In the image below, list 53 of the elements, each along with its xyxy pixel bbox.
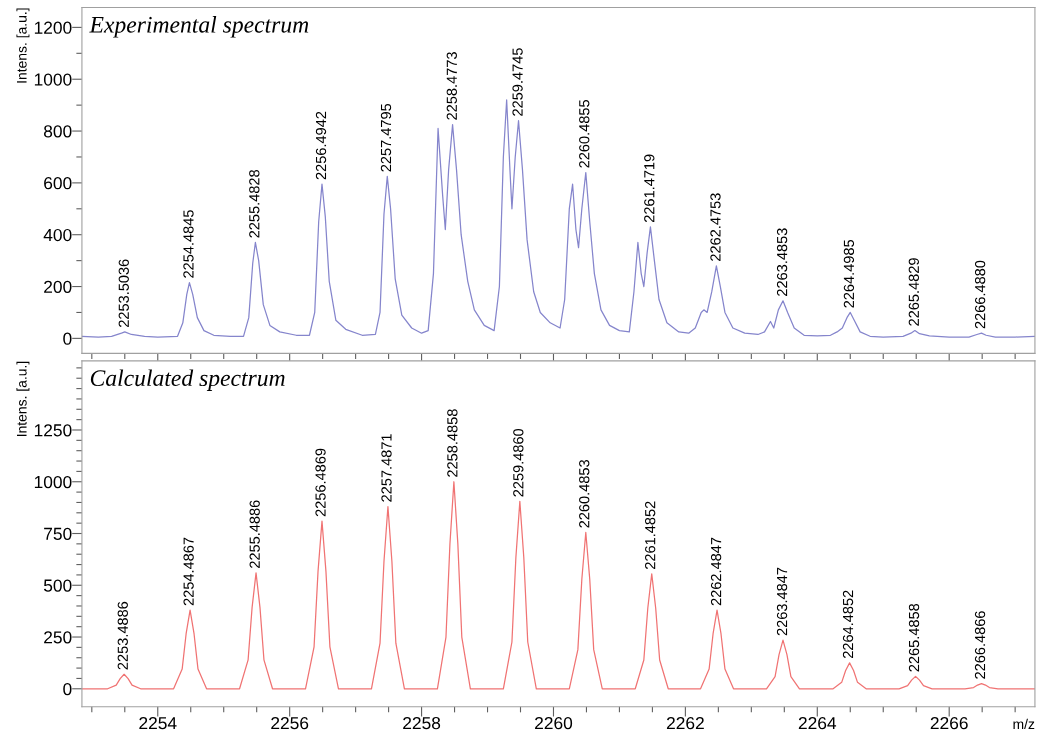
annotation: 2266.4866	[974, 611, 986, 679]
annotation: 2263.4853	[776, 228, 788, 296]
y-tick-label: 750	[44, 527, 72, 540]
chart-title: Calculated spectrum	[90, 369, 285, 391]
x-tick-label: 2264	[798, 716, 837, 730]
x-tick-label: 2266	[930, 716, 968, 730]
y-tick-label: 250	[44, 631, 72, 644]
annotation: 2259.4745	[512, 48, 523, 116]
x-tick-label: 2256	[271, 716, 309, 730]
annotation: 2264.4985	[843, 239, 855, 308]
y-tick-label: 800	[43, 125, 72, 138]
annotation: 2258.4858	[447, 409, 458, 477]
annotation: 2254.4867	[183, 537, 194, 606]
annotation: 2265.4858	[908, 603, 920, 672]
y-tick-label: 1200	[34, 21, 72, 34]
annotation: 2263.4847	[776, 567, 788, 636]
annotation: 2256.4942	[315, 111, 327, 180]
annotation: 2262.4753	[710, 193, 721, 261]
annotation: 2264.4852	[842, 590, 854, 659]
y-tick-label: 400	[43, 228, 72, 242]
y-axis-title: Intens. [a.u.]	[16, 8, 30, 83]
annotation: 2260.4855	[579, 100, 590, 168]
annotation: 2257.4795	[380, 103, 392, 172]
annotation: 2259.4860	[513, 428, 524, 497]
annotation: 2255.4886	[249, 500, 260, 568]
annotation: 2266.4880	[974, 260, 986, 329]
chart-title: Experimental spectrum	[89, 16, 309, 38]
annotation: 2262.4847	[710, 537, 722, 606]
x-axis-title: m/z	[1013, 718, 1035, 730]
annotation: 2255.4828	[249, 170, 260, 238]
y-tick-label: 500	[43, 579, 72, 592]
y-tick-label: 0	[63, 332, 72, 345]
x-tick-label: 2258	[403, 716, 441, 730]
annotation: 2260.4853	[579, 460, 590, 528]
annotation: 2253.5036	[118, 259, 129, 327]
annotation: 2265.4829	[908, 258, 919, 326]
y-tick-label: 600	[44, 177, 72, 190]
annotation: 2257.4871	[381, 434, 392, 502]
y-tick-label: 1000	[34, 475, 72, 489]
annotation: 2256.4869	[315, 448, 326, 517]
y-tick-label: 0	[63, 682, 72, 696]
x-tick-label: 2262	[666, 716, 704, 730]
y-tick-label: 1250	[34, 424, 72, 437]
annotation: 2253.4886	[117, 601, 128, 670]
annotation: 2258.4773	[446, 52, 457, 120]
y-tick-label: 200	[44, 280, 72, 293]
y-tick-label: 1000	[34, 73, 72, 86]
x-tick-label: 2260	[535, 716, 573, 730]
annotation: 2254.4845	[183, 210, 194, 278]
annotation: 2261.4719	[644, 154, 655, 223]
annotation: 2261.4852	[645, 501, 656, 569]
x-tick-label: 2254	[139, 716, 177, 730]
y-axis-title: Intens. [a.u.]	[16, 361, 30, 436]
